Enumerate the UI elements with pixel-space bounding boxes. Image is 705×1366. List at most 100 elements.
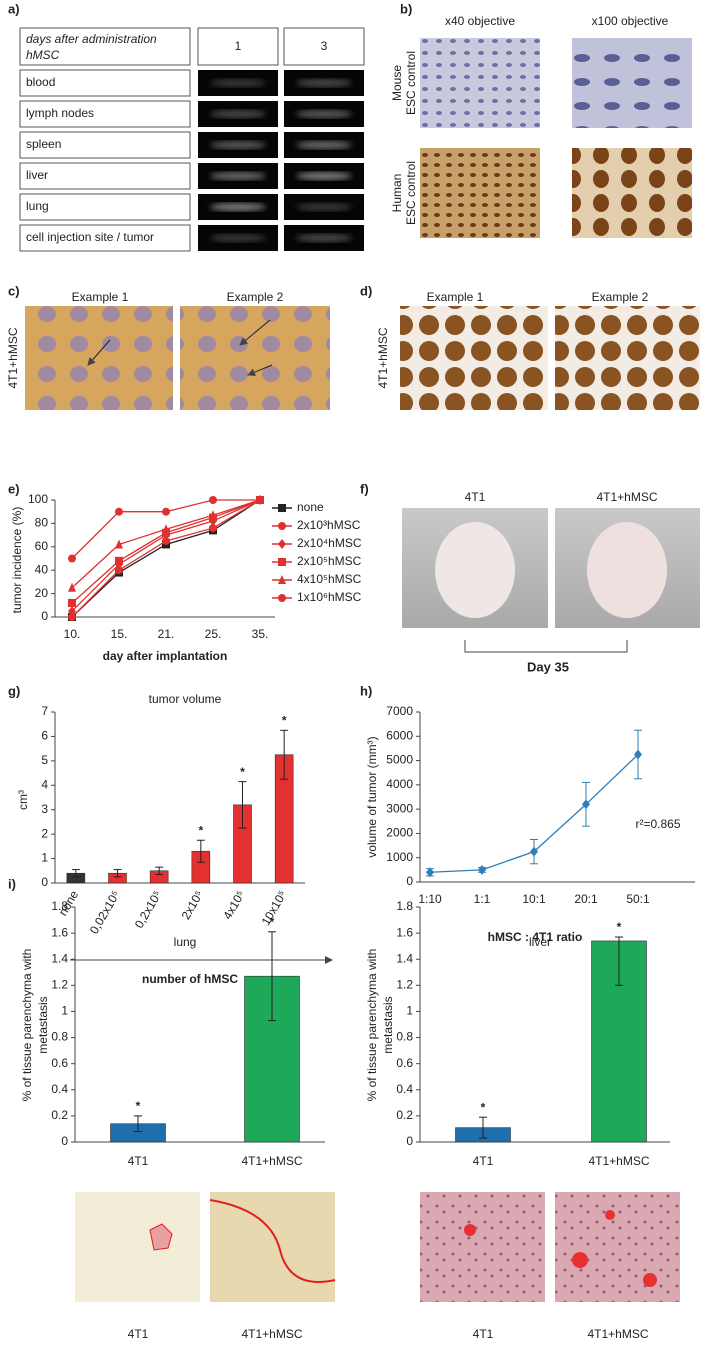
chart-title: tumor volume (149, 692, 222, 706)
y-tick-label: 0 (41, 875, 48, 889)
row-cell (19, 69, 191, 97)
column-label: Example 1 (72, 290, 129, 304)
gel-band (210, 234, 266, 242)
micrograph (572, 148, 692, 238)
significance: * (282, 713, 287, 727)
y-tick-label: 0 (41, 609, 48, 623)
panel-label: g) (8, 683, 20, 698)
x-tick-label: 1:1 (474, 892, 491, 906)
metastasis-outline (149, 1223, 173, 1251)
panel-label: a) (8, 1, 20, 16)
column-label: x40 objective (445, 14, 515, 28)
gel-band (210, 203, 266, 211)
column-label: Example 2 (227, 290, 284, 304)
y-tick-label: 1.4 (51, 951, 68, 965)
x-tick-label: 4T1+hMSC (241, 1154, 302, 1168)
gel-band (210, 141, 266, 149)
x-tick-label: 0,02x10⁵ (87, 888, 123, 936)
column-label: x100 objective (592, 14, 669, 28)
chart-title: lung (174, 935, 197, 949)
column-label: 3 (321, 39, 328, 53)
micrograph (75, 1192, 200, 1302)
header-text: hMSC (26, 48, 60, 62)
y-tick-label: 5 (41, 753, 48, 767)
y-axis-title: cm³ (16, 790, 30, 810)
x-tick-label: 4T1 (128, 1154, 149, 1168)
marker (68, 582, 76, 592)
y-axis-title: % of tissue parenchyma with (365, 949, 379, 1102)
y-tick-label: 6000 (386, 728, 413, 742)
y-tick-label: 1 (41, 851, 48, 865)
chart-title: liver (529, 935, 551, 949)
marker (68, 554, 76, 563)
y-axis-title: % of tissue parenchyma with (20, 949, 34, 1102)
y-tick-label: 0.2 (396, 1108, 413, 1122)
row-label: lung (26, 199, 49, 213)
panel-label: c) (8, 283, 20, 298)
column-label: Example 2 (592, 290, 649, 304)
row-label: spleen (26, 137, 61, 151)
gel-band (296, 141, 352, 149)
bracket (464, 640, 628, 653)
row-label: Mouse (390, 65, 404, 101)
y-tick-label: 0.8 (396, 1030, 413, 1044)
metastasis (572, 1252, 588, 1268)
y-tick-label: 1000 (386, 850, 413, 864)
y-tick-label: 100 (28, 492, 48, 506)
header-cell (197, 27, 279, 66)
marker (530, 846, 538, 857)
y-axis-title: tumor incidence (%) (10, 507, 24, 614)
metastasis (643, 1273, 657, 1287)
panel-label: b) (400, 1, 412, 16)
row-label: blood (26, 75, 55, 89)
column-label: 1 (235, 39, 242, 53)
marker (162, 536, 170, 545)
line (71, 499, 261, 618)
marker (115, 507, 123, 516)
y-tick-label: 2 (41, 826, 48, 840)
y-tick-label: 0.6 (51, 1056, 68, 1070)
y-tick-label: 1.2 (51, 978, 68, 992)
y-tick-label: 40 (35, 562, 49, 576)
image-caption: 4T1 (473, 1327, 494, 1341)
y-tick-label: 1.8 (396, 899, 413, 913)
y-tick-label: 6 (41, 729, 48, 743)
arrow (239, 319, 271, 346)
y-tick-label: 1.6 (51, 925, 68, 939)
panel-label: i) (8, 876, 16, 891)
header-text: days after administration (26, 32, 157, 46)
row-label: 4T1+hMSC (6, 327, 20, 388)
marker (634, 749, 642, 760)
column-label: 4T1+hMSC (596, 490, 657, 504)
gel-band (296, 203, 352, 211)
x-tick-label: 2x10⁵ (179, 888, 207, 922)
marker (162, 507, 170, 516)
row-label: ESC control (404, 161, 418, 225)
header-cell (19, 27, 191, 66)
image-caption: 4T1+hMSC (241, 1327, 302, 1341)
micrograph (420, 1192, 545, 1302)
y-tick-label: 1.6 (396, 925, 413, 939)
y-tick-label: 1.8 (51, 899, 68, 913)
micrograph (210, 1192, 335, 1302)
y-tick-label: 60 (35, 539, 49, 553)
y-tick-label: 0.8 (51, 1030, 68, 1044)
y-tick-label: 1.2 (396, 978, 413, 992)
x-tick-label: 4x10⁵ (220, 888, 248, 922)
x-tick-label: 35. (252, 627, 269, 641)
row-cell (19, 100, 191, 128)
panel-label: d) (360, 283, 372, 298)
x-tick-label: 4T1 (473, 1154, 494, 1168)
row-label: ESC control (404, 51, 418, 115)
significance: * (240, 765, 245, 779)
column-label: 4T1 (465, 490, 486, 504)
row-label: cell injection site / tumor (26, 230, 154, 244)
annotation: r²=0.865 (635, 817, 680, 831)
legend-label: 4x10⁵hMSC (297, 572, 362, 586)
y-tick-label: 0.4 (396, 1082, 413, 1096)
marker (115, 566, 123, 575)
marker (256, 496, 264, 504)
y-tick-label: 2000 (386, 826, 413, 840)
significance: * (136, 1099, 141, 1113)
mouse (435, 522, 515, 618)
